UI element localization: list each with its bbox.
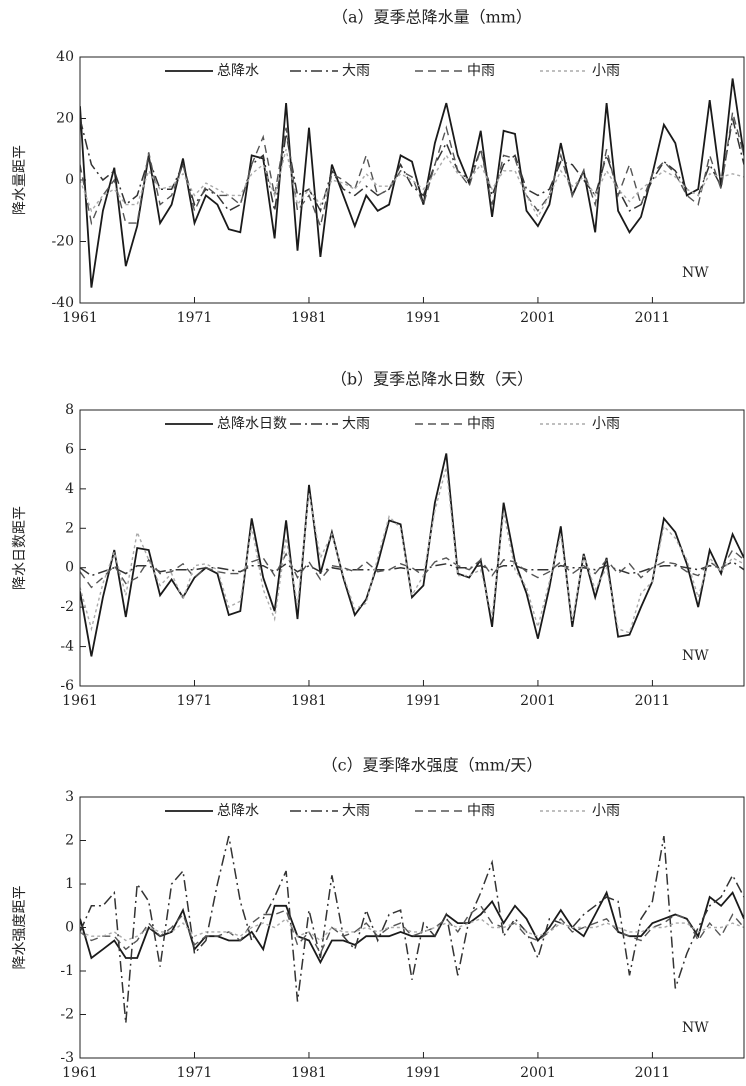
plot-frame xyxy=(79,796,745,1059)
x-tick-label: 1981 xyxy=(291,310,327,326)
plot-frame xyxy=(79,56,745,304)
y-tick-label: -2 xyxy=(60,599,74,615)
y-tick-label: -20 xyxy=(51,234,74,250)
y-tick-label: 1 xyxy=(65,876,74,892)
y-tick-label: 2 xyxy=(65,833,74,849)
x-tick-label: 1981 xyxy=(291,1065,327,1081)
x-tick-label: 1991 xyxy=(406,1065,442,1081)
chart-title: （c）夏季降水强度（mm/天） xyxy=(322,756,543,775)
series-line xyxy=(80,904,744,956)
series-line xyxy=(80,835,744,1024)
series-line xyxy=(80,548,744,589)
series-line xyxy=(80,78,744,288)
chart-title: （b）夏季总降水日数（天） xyxy=(331,370,533,389)
x-tick-label: 1961 xyxy=(62,310,98,326)
x-tick-label: 1961 xyxy=(62,693,98,709)
series-line xyxy=(80,560,744,577)
y-tick-label: 40 xyxy=(56,49,74,65)
y-tick-label: 20 xyxy=(56,111,74,127)
series-line xyxy=(80,467,744,634)
legend-label: 大雨 xyxy=(342,416,370,432)
y-tick-label: 0 xyxy=(65,560,74,576)
x-tick-label: 2001 xyxy=(520,310,556,326)
x-tick-label: 1961 xyxy=(62,1065,98,1081)
x-tick-label: 2011 xyxy=(635,310,671,326)
x-tick-label: 2001 xyxy=(520,1065,556,1081)
legend-label: 总降水日数 xyxy=(217,416,287,432)
annotation: NW xyxy=(682,1020,709,1036)
legend-label: 中雨 xyxy=(467,63,495,79)
y-axis-label: 降水量距平 xyxy=(12,145,28,215)
series-line xyxy=(80,890,744,965)
x-tick-label: 2011 xyxy=(635,1065,671,1081)
series-line xyxy=(80,453,744,657)
y-tick-label: -2 xyxy=(60,1007,74,1023)
y-tick-label: -6 xyxy=(60,678,74,694)
x-tick-label: 1991 xyxy=(406,310,442,326)
annotation: NW xyxy=(682,265,709,281)
plot-frame xyxy=(79,409,745,687)
legend-label: 总降水 xyxy=(217,803,259,819)
y-tick-label: 3 xyxy=(65,789,74,805)
legend-label: 大雨 xyxy=(342,803,370,819)
y-tick-label: 8 xyxy=(65,402,74,418)
legend-label: 总降水 xyxy=(217,63,259,79)
legend-label: 中雨 xyxy=(467,416,495,432)
series-line xyxy=(80,112,744,229)
series-line xyxy=(80,149,744,219)
y-axis-label: 降水强度距平 xyxy=(12,886,28,970)
series-line xyxy=(80,917,744,942)
x-tick-label: 1981 xyxy=(291,693,327,709)
y-tick-label: 6 xyxy=(65,441,74,457)
y-axis-label: 降水日数距平 xyxy=(12,506,28,590)
series-line xyxy=(80,118,744,213)
y-tick-label: -40 xyxy=(51,295,74,311)
legend-label: 小雨 xyxy=(592,63,620,79)
x-tick-label: 1971 xyxy=(177,1065,213,1081)
x-tick-label: 1971 xyxy=(177,310,213,326)
y-tick-label: -1 xyxy=(60,963,74,979)
y-tick-label: 4 xyxy=(65,481,74,497)
y-tick-label: 2 xyxy=(65,520,74,536)
legend-label: 小雨 xyxy=(592,803,620,819)
x-tick-label: 1971 xyxy=(177,693,213,709)
legend-label: 小雨 xyxy=(592,416,620,432)
chart-title: （a）夏季总降水量（mm） xyxy=(332,8,532,27)
annotation: NW xyxy=(682,648,709,664)
x-tick-label: 1991 xyxy=(406,693,442,709)
x-tick-label: 2011 xyxy=(635,693,671,709)
legend-label: 大雨 xyxy=(342,63,370,79)
y-tick-label: -3 xyxy=(60,1050,74,1066)
x-tick-label: 2001 xyxy=(520,693,556,709)
y-tick-label: 0 xyxy=(65,172,74,188)
y-tick-label: -4 xyxy=(60,639,74,655)
y-tick-label: 0 xyxy=(65,920,74,936)
legend-label: 中雨 xyxy=(467,803,495,819)
